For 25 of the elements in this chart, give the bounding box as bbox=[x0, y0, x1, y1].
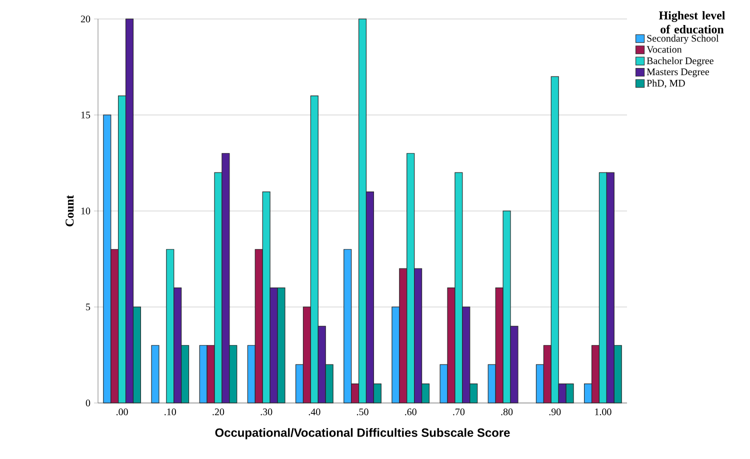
x-tick-label: .90 bbox=[549, 408, 561, 416]
x-axis-title: Occupational/Vocational Difficulties Subscale Score bbox=[215, 428, 510, 440]
legend-label: Bachelor Degree bbox=[646, 57, 714, 66]
bar bbox=[151, 345, 160, 404]
y-tick-label: 5 bbox=[86, 304, 90, 310]
x-tick-label: .50 bbox=[356, 408, 368, 416]
x-tick-label: .70 bbox=[453, 408, 465, 416]
x-tick-label: 1.00 bbox=[595, 408, 612, 416]
legend-label: Masters Degree bbox=[646, 68, 710, 78]
legend-label: Secondary School bbox=[647, 34, 719, 44]
legend-label: PhD, MD bbox=[646, 80, 685, 88]
y-tick-label: 0 bbox=[86, 400, 90, 406]
y-tick-label: 10 bbox=[81, 208, 90, 214]
y-tick-label: 15 bbox=[81, 112, 90, 118]
x-tick-label: .40 bbox=[308, 408, 320, 416]
x-tick-label: .00 bbox=[116, 408, 128, 416]
legend-title: Highest level of education bbox=[659, 11, 726, 34]
x-tick-label: .20 bbox=[212, 408, 224, 416]
x-tick-label: .80 bbox=[501, 408, 513, 416]
x-tick-label: .30 bbox=[260, 408, 272, 416]
x-tick-label: .10 bbox=[164, 408, 176, 416]
legend-label: Vocation bbox=[646, 46, 682, 53]
y-tick-label: 20 bbox=[80, 16, 90, 22]
y-axis-title: Count bbox=[66, 195, 74, 226]
x-tick-label: .60 bbox=[405, 408, 416, 416]
